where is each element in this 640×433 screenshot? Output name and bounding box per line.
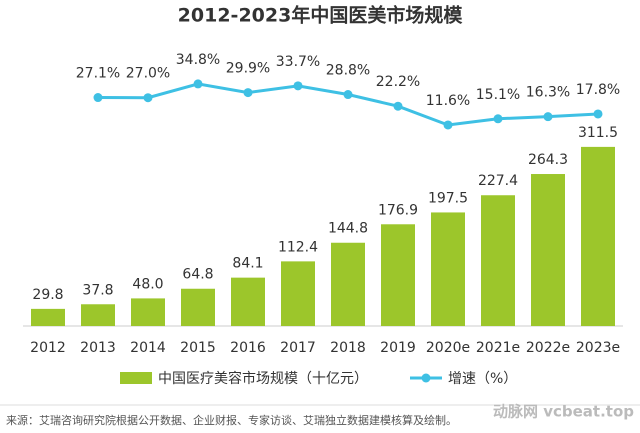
bar-label: 84.1: [232, 256, 263, 272]
x-tick-label: 2017: [280, 340, 316, 356]
line-point: [343, 90, 353, 100]
line-point: [593, 109, 603, 119]
x-tick-label: 2016: [230, 340, 266, 356]
line-label: 33.7%: [276, 54, 320, 70]
chart-title: 2012-2023年中国医美市场规模: [178, 4, 464, 27]
line-point: [143, 93, 153, 103]
bar: [81, 304, 115, 326]
x-tick-label: 2012: [30, 340, 66, 356]
x-tick-label: 2014: [130, 340, 166, 356]
line-point: [243, 88, 253, 98]
legend-label: 中国医疗美容市场规模（十亿元）: [158, 370, 368, 387]
watermark: 动脉网 vcbeat.top: [493, 403, 634, 421]
line-label: 29.9%: [226, 61, 270, 77]
bar: [481, 195, 515, 326]
x-tick-label: 2019: [380, 340, 416, 356]
bar: [131, 298, 165, 326]
bar: [181, 288, 215, 326]
line-label: 15.1%: [476, 87, 520, 103]
x-tick-label: 2018: [330, 340, 366, 356]
x-tick-label: 2022e: [526, 340, 570, 356]
source: 来源：艾瑞咨询研究院根据公开数据、企业财报、专家访谈、艾瑞独立数据建模核算及绘制…: [6, 413, 457, 427]
x-tick-label: 2013: [80, 340, 116, 356]
line-label: 28.8%: [326, 63, 370, 79]
bar-label: 227.4: [478, 173, 518, 189]
x-tick-label: 2023e: [576, 340, 620, 356]
line-label: 22.2%: [376, 74, 420, 90]
line-label: 16.3%: [526, 85, 570, 101]
x-tick-label: 2021e: [476, 340, 520, 356]
bar: [431, 212, 465, 326]
line-point: [493, 114, 503, 124]
line-point: [443, 120, 453, 130]
line-point: [543, 112, 553, 122]
bar-label: 37.8: [82, 282, 113, 298]
bar-label: 48.0: [132, 276, 163, 292]
bar: [31, 308, 65, 326]
bar-label: 112.4: [278, 239, 318, 255]
bar-label: 144.8: [328, 221, 368, 237]
bar: [531, 174, 565, 326]
bar-label: 176.9: [378, 202, 418, 218]
line-label: 17.8%: [576, 82, 620, 98]
x-tick-label: 2015: [180, 340, 216, 356]
bar: [581, 146, 615, 326]
bar: [331, 242, 365, 326]
line-point: [193, 79, 203, 89]
line-label: 27.0%: [126, 66, 170, 82]
line-point: [393, 101, 403, 111]
bar: [381, 224, 415, 326]
bar-label: 197.5: [428, 190, 468, 206]
line-label: 11.6%: [426, 93, 470, 109]
legend-label: 增速（%）: [448, 371, 517, 387]
bar-label: 311.5: [578, 125, 618, 141]
bar-label: 264.3: [528, 152, 568, 168]
legend-swatch: [421, 373, 431, 383]
line-point: [93, 93, 103, 103]
bar-label: 29.8: [32, 287, 63, 303]
x-tick-label: 2020e: [426, 340, 470, 356]
line-label: 34.8%: [176, 52, 220, 68]
bar-label: 64.8: [182, 267, 213, 283]
line-point: [293, 81, 303, 91]
bar: [231, 277, 265, 326]
bar: [281, 261, 315, 326]
line-label: 27.1%: [76, 66, 120, 82]
legend-swatch: [120, 372, 152, 384]
